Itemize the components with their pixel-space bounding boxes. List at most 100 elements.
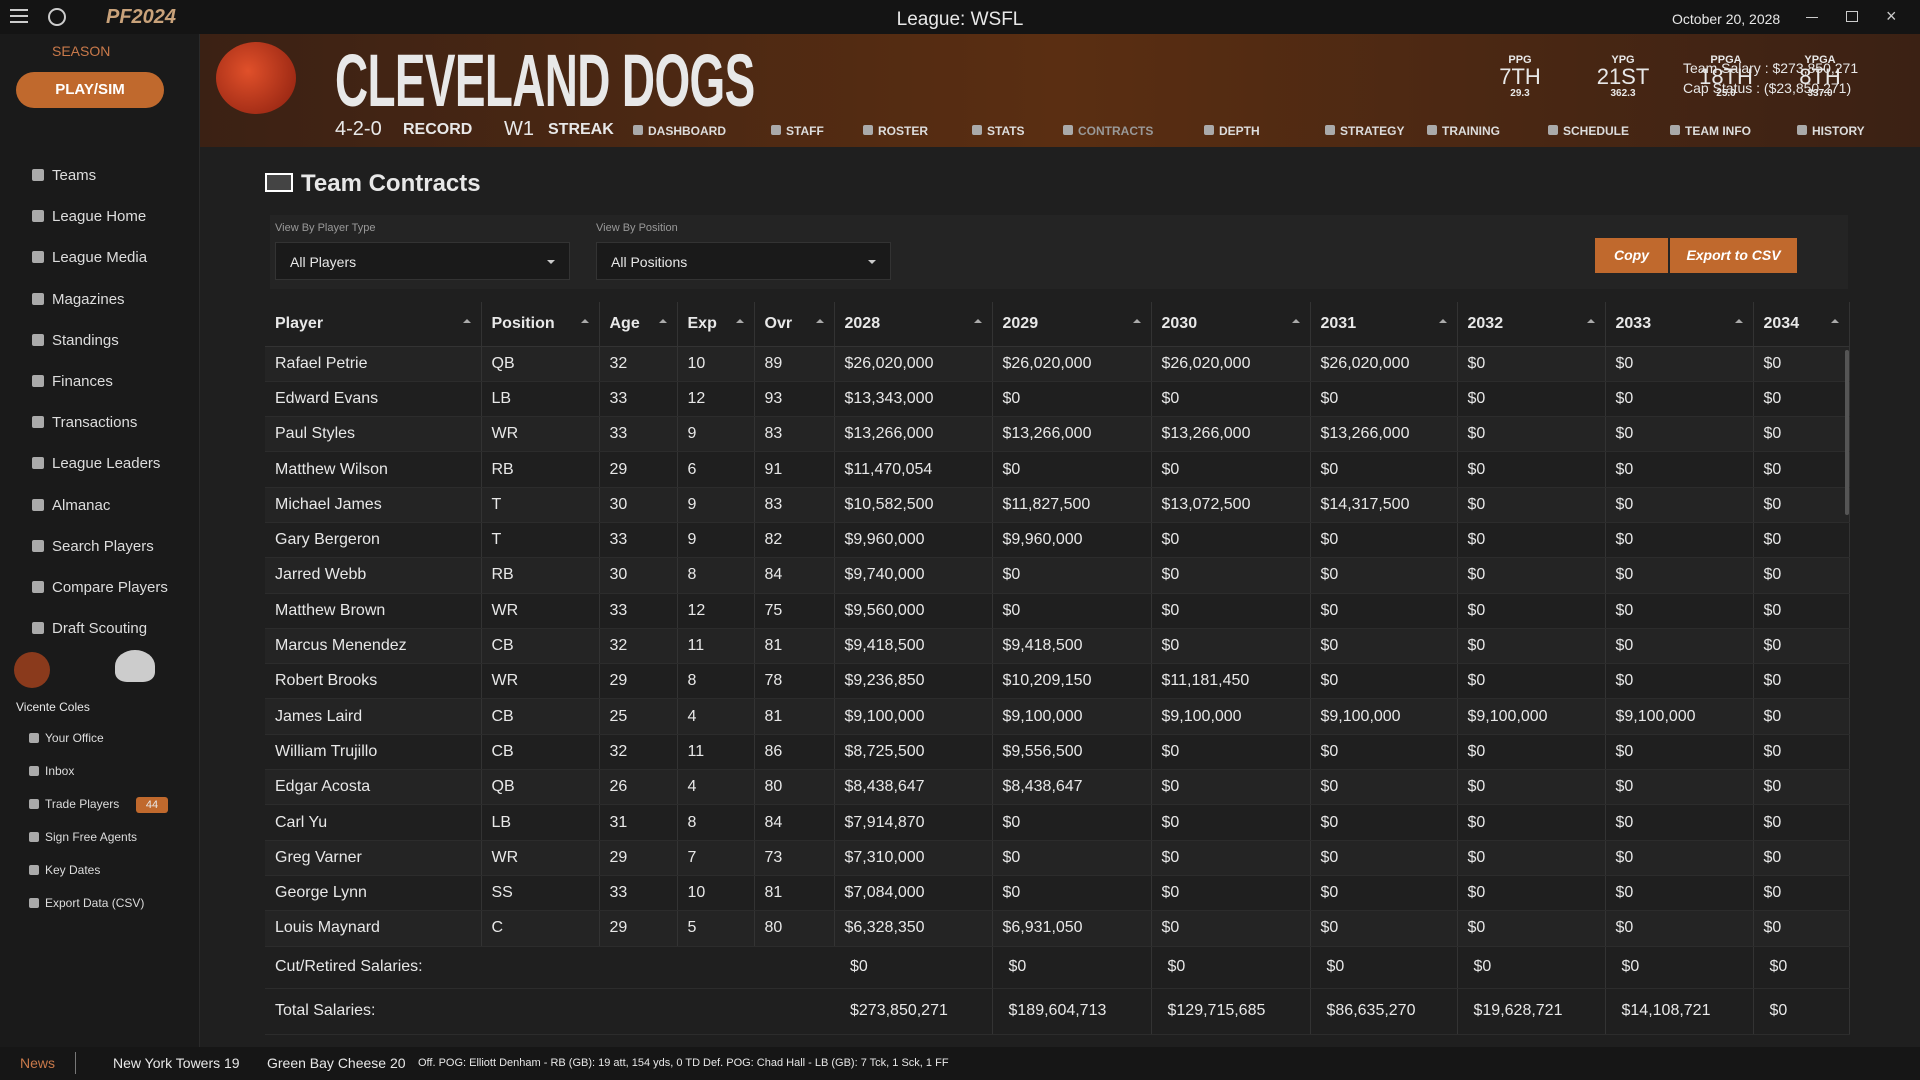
nav-item[interactable]: Search Players: [32, 538, 154, 555]
tab[interactable]: STRATEGY: [1325, 124, 1404, 138]
maximize[interactable]: [1846, 11, 1858, 22]
nav-item[interactable]: Transactions: [32, 414, 137, 431]
player-row[interactable]: Matthew Wilson RB 29 6 91 $11,470,054 $0 $0 $0 $0…: [265, 451, 1850, 488]
team-salary: Team Salary : $273,850,271: [1683, 60, 1859, 76]
office-item[interactable]: Sign Free Agents: [29, 830, 137, 844]
cell: 29: [599, 910, 678, 947]
column-header[interactable]: 2031: [1310, 302, 1458, 347]
nav-item[interactable]: Almanac: [32, 497, 110, 514]
column-header[interactable]: Age: [599, 302, 678, 347]
tab[interactable]: DEPTH: [1204, 124, 1260, 138]
column-header[interactable]: 2034: [1753, 302, 1850, 347]
cell: $9,418,500: [992, 628, 1152, 665]
nav-item[interactable]: Compare Players: [32, 579, 168, 596]
cell: $0: [1605, 451, 1754, 488]
tab[interactable]: SCHEDULE: [1548, 124, 1629, 138]
player-row[interactable]: Greg Varner WR 29 7 73 $7,310,000 $0 $0 $0 $0 $0 $0: [265, 840, 1850, 876]
play-sim-button[interactable]: PLAY/SIM: [16, 72, 164, 108]
back-button[interactable]: [48, 8, 66, 26]
column-header[interactable]: Player: [265, 302, 482, 347]
tab[interactable]: ROSTER: [863, 124, 928, 138]
tab[interactable]: STATS: [972, 124, 1025, 138]
cell: $0: [992, 451, 1152, 488]
dropdown[interactable]: All Players: [275, 242, 570, 280]
tab[interactable]: TRAINING: [1427, 124, 1500, 138]
nav-item[interactable]: Standings: [32, 332, 119, 349]
cell: $0: [1310, 734, 1458, 771]
cell: $0: [1457, 769, 1606, 806]
player-row[interactable]: James Laird CB 25 4 81 $9,100,000 $9,100,000 $9…: [265, 698, 1850, 735]
player-row[interactable]: Robert Brooks WR 29 8 78 $9,236,850 $10,209,15…: [265, 663, 1850, 700]
copy-button[interactable]: Copy: [1595, 238, 1668, 273]
player-row[interactable]: Edward Evans LB 33 12 93 $13,343,000 $0 $0 $0 $0 $…: [265, 381, 1850, 418]
player-row[interactable]: Edgar Acosta QB 26 4 80 $8,438,647 $8,438,647 $…: [265, 769, 1850, 806]
dropdown[interactable]: All Positions: [596, 242, 891, 280]
cell: 8: [677, 663, 755, 700]
player-row[interactable]: Gary Bergeron T 33 9 82 $9,960,000 $9,960,000 $…: [265, 522, 1850, 559]
home-score[interactable]: New York Towers 19: [113, 1055, 240, 1071]
nav-item[interactable]: Finances: [32, 373, 113, 390]
office-item[interactable]: Trade Players: [29, 797, 119, 811]
cell: $0: [1457, 451, 1606, 488]
player-row[interactable]: George Lynn SS 33 10 81 $7,084,000 $0 $0 $0 $0 $0 $…: [265, 875, 1850, 912]
player-row[interactable]: Jarred Webb RB 30 8 84 $9,740,000 $0 $0 $0 $0 $0 $0: [265, 557, 1850, 594]
menu-button[interactable]: [10, 9, 28, 11]
cell: $0: [1605, 910, 1754, 947]
cell: $0: [1753, 416, 1850, 453]
office-item[interactable]: Key Dates: [29, 863, 100, 877]
nav-item[interactable]: Magazines: [32, 291, 125, 308]
column-header[interactable]: 2029: [992, 302, 1152, 347]
nav-item[interactable]: League Home: [32, 208, 146, 225]
export-button[interactable]: Export to CSV: [1670, 238, 1797, 273]
cell: William Trujillo: [265, 734, 482, 771]
minimize[interactable]: [1806, 17, 1818, 18]
office-item[interactable]: Your Office: [29, 731, 104, 745]
cell: $0: [992, 381, 1152, 418]
player-row[interactable]: Marcus Menendez CB 32 11 81 $9,418,500 $9,418,…: [265, 628, 1850, 665]
player-row[interactable]: Louis Maynard C 29 5 80 $6,328,350 $6,931,050 $…: [265, 910, 1850, 947]
column-header[interactable]: Ovr: [754, 302, 835, 347]
column-header[interactable]: 2032: [1457, 302, 1606, 347]
nav-item[interactable]: Teams: [32, 167, 96, 184]
player-row[interactable]: Michael James T 30 9 83 $10,582,500 $11,827,50…: [265, 487, 1850, 523]
scrollbar[interactable]: [1845, 350, 1849, 515]
player-row[interactable]: Matthew Brown WR 33 12 75 $9,560,000 $0 $0 $0 $0 $…: [265, 593, 1850, 629]
player-row[interactable]: Rafael Petrie QB 32 10 89 $26,020,000 $26,020,…: [265, 346, 1850, 382]
cell: $0: [1310, 910, 1458, 947]
tab[interactable]: TEAM INFO: [1670, 124, 1751, 138]
tab-icon: [633, 125, 643, 135]
tab[interactable]: CONTRACTS: [1063, 124, 1153, 138]
cell: $9,960,000: [992, 522, 1152, 559]
footer-row: Cut/Retired Salaries: $0 $0 $0 $0 $0 $0 $0: [265, 946, 1850, 989]
column-header[interactable]: 2033: [1605, 302, 1754, 347]
close[interactable]: ×: [1886, 6, 1897, 26]
tab[interactable]: DASHBOARD: [633, 124, 726, 138]
cell: $0: [1457, 628, 1606, 665]
cell: 84: [754, 557, 835, 594]
footer-cell: $86,635,270: [1310, 988, 1458, 1035]
player-row[interactable]: Carl Yu LB 31 8 84 $7,914,870 $0 $0 $0 $0 $0 $0: [265, 804, 1850, 841]
column-header[interactable]: Exp: [677, 302, 755, 347]
tab[interactable]: HISTORY: [1797, 124, 1865, 138]
office-item[interactable]: Inbox: [29, 764, 74, 778]
tab[interactable]: STAFF: [771, 124, 824, 138]
away-score[interactable]: Green Bay Cheese 20: [267, 1055, 406, 1071]
column-header[interactable]: 2028: [834, 302, 993, 347]
cell: $9,100,000: [1605, 698, 1754, 735]
tab-icon: [972, 125, 982, 135]
cell: 82: [754, 522, 835, 559]
cell: 33: [599, 593, 678, 629]
office-item[interactable]: Export Data (CSV): [29, 896, 144, 910]
player-row[interactable]: Paul Styles WR 33 9 83 $13,266,000 $13,266,000…: [265, 416, 1850, 453]
footer-cell: $0: [1753, 946, 1850, 989]
cell: $13,343,000: [834, 381, 993, 418]
column-header[interactable]: 2030: [1151, 302, 1311, 347]
footer-cell: $189,604,713: [992, 988, 1152, 1035]
nav-item[interactable]: League Media: [32, 249, 147, 266]
team-name: CLEVELAND DOGS: [335, 39, 755, 122]
player-row[interactable]: William Trujillo CB 32 11 86 $8,725,500 $9,556…: [265, 734, 1850, 771]
nav-item[interactable]: Draft Scouting: [32, 620, 147, 637]
column-header[interactable]: Position: [481, 302, 600, 347]
cell: 31: [599, 804, 678, 841]
nav-item[interactable]: League Leaders: [32, 455, 160, 472]
